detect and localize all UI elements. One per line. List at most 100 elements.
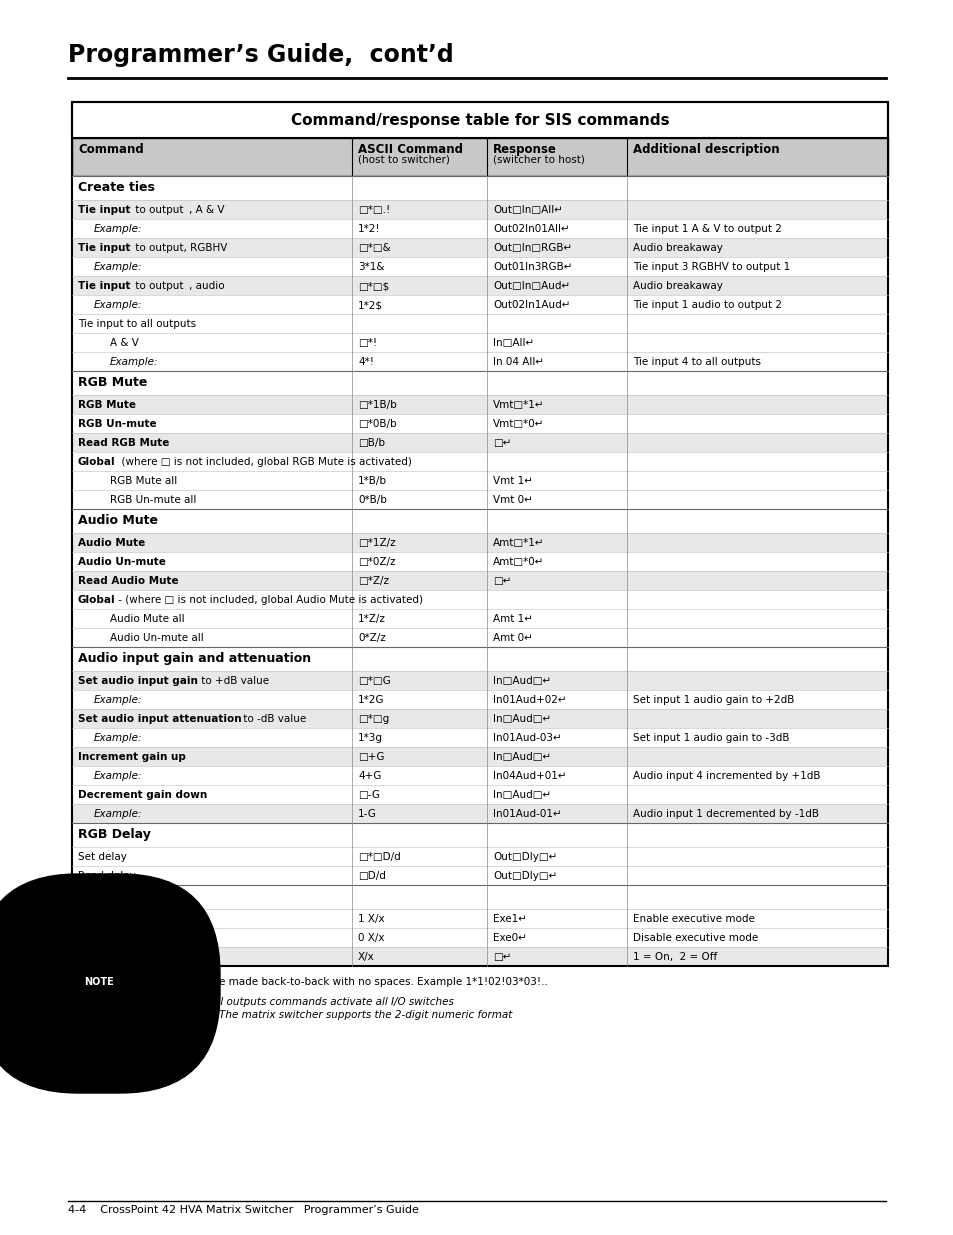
Text: 4-4    CrossPoint 42 HVA Matrix Switcher   Programmer’s Guide: 4-4 CrossPoint 42 HVA Matrix Switcher Pr… bbox=[68, 1205, 418, 1215]
Text: 1*Z/z: 1*Z/z bbox=[357, 614, 385, 624]
Text: 4*!: 4*! bbox=[357, 357, 374, 367]
Text: Tie input to all outputs: Tie input to all outputs bbox=[78, 319, 196, 329]
Bar bbox=[71, 629, 887, 647]
Text: Example:: Example: bbox=[94, 262, 142, 272]
Bar bbox=[71, 452, 887, 471]
Text: □*□g: □*□g bbox=[357, 714, 389, 724]
Bar bbox=[71, 314, 887, 333]
Text: Read delay: Read delay bbox=[78, 871, 135, 881]
Text: , audio: , audio bbox=[189, 282, 225, 291]
Text: to -dB value: to -dB value bbox=[240, 714, 306, 724]
Text: Audio Un-mute: Audio Un-mute bbox=[78, 557, 166, 567]
Text: Audio Mute: Audio Mute bbox=[78, 538, 145, 548]
Text: Out01In3RGB↵: Out01In3RGB↵ bbox=[493, 262, 572, 272]
Text: to +dB value: to +dB value bbox=[198, 676, 269, 685]
Text: 1*2$: 1*2$ bbox=[357, 300, 382, 310]
Text: Out□Dly□↵: Out□Dly□↵ bbox=[493, 852, 557, 862]
Text: Disable executive mode: Disable executive mode bbox=[633, 932, 758, 944]
Text: □*Z/z: □*Z/z bbox=[357, 576, 389, 585]
Text: □↵: □↵ bbox=[493, 952, 511, 962]
Text: Lock front panel: Lock front panel bbox=[78, 914, 162, 924]
Text: Vmt□*0↵: Vmt□*0↵ bbox=[493, 419, 544, 429]
Text: Set input 1 audio gain to -3dB: Set input 1 audio gain to -3dB bbox=[633, 734, 789, 743]
Text: Audio input gain and attenuation: Audio input gain and attenuation bbox=[78, 652, 311, 664]
Text: In□Aud□↵: In□Aud□↵ bbox=[493, 752, 551, 762]
Text: to output: to output bbox=[132, 282, 187, 291]
Text: A & V: A & V bbox=[110, 338, 139, 348]
Text: Set audio input attenuation: Set audio input attenuation bbox=[78, 714, 241, 724]
Text: Audio Mute: Audio Mute bbox=[78, 514, 158, 527]
Text: □*□G: □*□G bbox=[357, 676, 391, 685]
Bar bbox=[71, 352, 887, 370]
Text: (where □ is not included, global RGB Mute is activated): (where □ is not included, global RGB Mut… bbox=[115, 457, 412, 467]
Text: □*1Z/z: □*1Z/z bbox=[357, 538, 395, 548]
Bar bbox=[71, 690, 887, 709]
Bar bbox=[71, 590, 887, 609]
Text: Decrement gain down: Decrement gain down bbox=[78, 790, 207, 800]
Text: The tie input to all outputs commands activate all I/O switches: The tie input to all outputs commands ac… bbox=[128, 997, 454, 1007]
Text: Vmt 0↵: Vmt 0↵ bbox=[493, 495, 533, 505]
Text: Audio Mute all: Audio Mute all bbox=[110, 614, 185, 624]
Text: Enable executive mode: Enable executive mode bbox=[633, 914, 754, 924]
Text: Example:: Example: bbox=[94, 734, 142, 743]
Text: Commands can be made back-to-back with no spaces. Example 1*1!02!03*03!..: Commands can be made back-to-back with n… bbox=[128, 977, 547, 987]
Text: Tie input 3 RGBHV to output 1: Tie input 3 RGBHV to output 1 bbox=[633, 262, 789, 272]
Text: Lock status: Lock status bbox=[78, 952, 146, 962]
Text: □*□&: □*□& bbox=[357, 243, 391, 253]
Text: □-G: □-G bbox=[357, 790, 379, 800]
Text: Unlock front panel: Unlock front panel bbox=[78, 932, 173, 944]
Text: Audio input 1 decremented by -1dB: Audio input 1 decremented by -1dB bbox=[633, 809, 818, 819]
Text: Exe1↵: Exe1↵ bbox=[493, 914, 526, 924]
Bar bbox=[71, 885, 887, 909]
Text: Out02In01All↵: Out02In01All↵ bbox=[493, 224, 569, 233]
Text: 1*3g: 1*3g bbox=[357, 734, 382, 743]
Text: (switcher to host): (switcher to host) bbox=[493, 154, 584, 164]
Text: Audio breakaway: Audio breakaway bbox=[633, 282, 722, 291]
Text: Vmt 1↵: Vmt 1↵ bbox=[493, 475, 533, 487]
Text: Set delay: Set delay bbox=[78, 852, 127, 862]
Bar bbox=[71, 490, 887, 509]
Text: Tie input 1 audio to output 2: Tie input 1 audio to output 2 bbox=[633, 300, 781, 310]
Text: Example:: Example: bbox=[94, 695, 142, 705]
Bar bbox=[71, 947, 887, 966]
Text: □*1B/b: □*1B/b bbox=[357, 400, 396, 410]
Bar bbox=[71, 177, 887, 200]
Text: Out□In□All↵: Out□In□All↵ bbox=[493, 205, 562, 215]
Bar bbox=[71, 238, 887, 257]
Text: RGB Mute: RGB Mute bbox=[78, 375, 147, 389]
Text: Exe0↵: Exe0↵ bbox=[493, 932, 526, 944]
Text: Vmt□*1↵: Vmt□*1↵ bbox=[493, 400, 544, 410]
Text: □*!: □*! bbox=[357, 338, 376, 348]
Text: RGB Mute: RGB Mute bbox=[78, 400, 136, 410]
Text: □*□D/d: □*□D/d bbox=[357, 852, 400, 862]
Text: 1*2!: 1*2! bbox=[357, 224, 380, 233]
Bar bbox=[71, 370, 887, 395]
Text: □*□.!: □*□.! bbox=[357, 205, 390, 215]
Bar bbox=[71, 609, 887, 629]
Text: In01Aud+02↵: In01Aud+02↵ bbox=[493, 695, 566, 705]
Bar bbox=[71, 138, 887, 177]
Text: Audio Un-mute all: Audio Un-mute all bbox=[110, 634, 204, 643]
Text: to output, RGBHV: to output, RGBHV bbox=[132, 243, 227, 253]
Bar bbox=[71, 103, 887, 966]
Text: □+G: □+G bbox=[357, 752, 384, 762]
Text: 1-G: 1-G bbox=[357, 809, 376, 819]
Text: Example:: Example: bbox=[94, 771, 142, 781]
Text: □↵: □↵ bbox=[493, 438, 511, 448]
Bar bbox=[71, 823, 887, 847]
Text: Tie input: Tie input bbox=[78, 243, 131, 253]
Text: simultaneously.   The matrix switcher supports the 2-digit numeric format: simultaneously. The matrix switcher supp… bbox=[128, 1010, 512, 1020]
Text: Tie input 1 A & V to output 2: Tie input 1 A & V to output 2 bbox=[633, 224, 781, 233]
Bar bbox=[71, 747, 887, 766]
Bar bbox=[71, 766, 887, 785]
Text: Create ties: Create ties bbox=[78, 182, 154, 194]
Text: □*□$: □*□$ bbox=[357, 282, 389, 291]
Bar bbox=[71, 534, 887, 552]
Text: Global: Global bbox=[78, 457, 115, 467]
Text: RGB Delay: RGB Delay bbox=[78, 827, 151, 841]
Bar bbox=[71, 414, 887, 433]
Bar bbox=[71, 847, 887, 866]
Text: Example:: Example: bbox=[110, 357, 158, 367]
Text: Tie input 4 to all outputs: Tie input 4 to all outputs bbox=[633, 357, 760, 367]
Bar bbox=[71, 927, 887, 947]
